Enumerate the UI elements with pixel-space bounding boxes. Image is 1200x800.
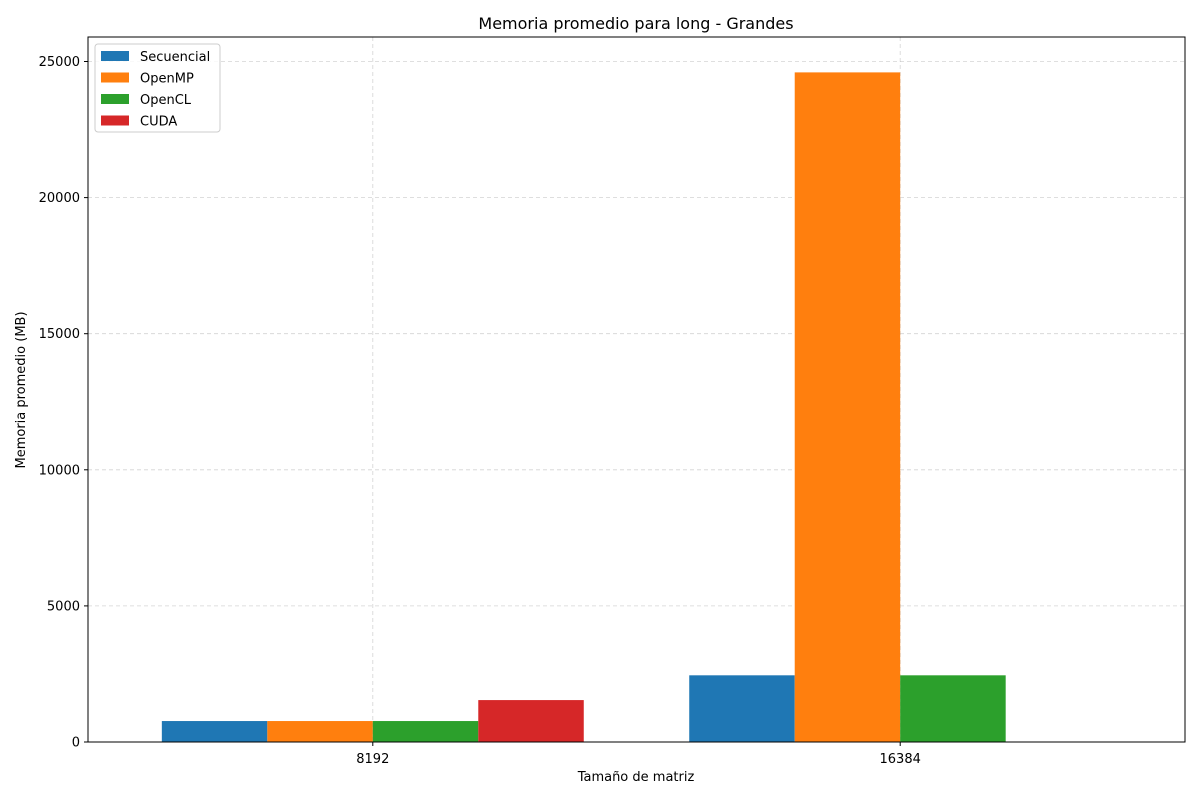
bar-opencl-8192 — [372, 721, 479, 742]
legend-swatch-openmp — [101, 72, 129, 83]
y-tick-label: 15000 — [39, 327, 80, 342]
y-tick-label: 25000 — [39, 55, 80, 70]
y-axis-label: Memoria promedio (MB) — [14, 311, 29, 468]
bar-secuencial-8192 — [161, 721, 268, 742]
x-tick-label: 8192 — [356, 752, 389, 767]
bar-opencl-16384 — [900, 675, 1006, 742]
bar-openmp-8192 — [267, 721, 373, 742]
y-tick-label: 5000 — [47, 599, 80, 614]
grid-lines — [88, 37, 1185, 742]
legend: Secuencial OpenMP OpenCL CUDA — [94, 43, 221, 133]
y-tick-label: 10000 — [39, 463, 80, 478]
legend-label-secuencial: Secuencial — [140, 50, 210, 65]
legend-swatch-opencl — [101, 94, 129, 104]
legend-label-opencl: OpenCL — [140, 93, 192, 108]
bar-openmp-16384 — [794, 72, 901, 742]
legend-swatch-cuda — [101, 115, 129, 126]
y-tick-label: 0 — [72, 736, 80, 751]
legend-swatch-secuencial — [101, 51, 129, 61]
legend-label-openmp: OpenMP — [140, 72, 194, 87]
y-tick-label: 20000 — [39, 191, 80, 206]
x-axis-ticks: 8192 16384 — [356, 742, 921, 767]
x-tick-label: 16384 — [880, 752, 921, 767]
y-axis-ticks: 0 5000 10000 15000 20000 25000 — [39, 55, 88, 751]
legend-frame — [94, 43, 221, 133]
x-axis-label: Tamaño de matriz — [577, 770, 695, 785]
plot-frame — [87, 36, 1186, 743]
bar-secuencial-16384 — [689, 675, 795, 742]
bars — [161, 72, 1006, 742]
chart-title: Memoria promedio para long - Grandes — [478, 14, 793, 33]
bar-cuda-8192 — [478, 700, 584, 742]
legend-label-cuda: CUDA — [140, 115, 177, 130]
